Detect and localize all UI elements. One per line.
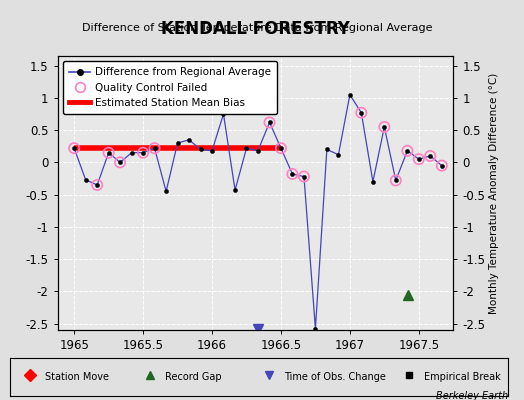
Point bbox=[288, 171, 297, 177]
Point bbox=[357, 110, 366, 116]
Point bbox=[414, 156, 423, 162]
Text: Berkeley Earth: Berkeley Earth bbox=[436, 391, 508, 400]
Y-axis label: Monthly Temperature Anomaly Difference (°C): Monthly Temperature Anomaly Difference (… bbox=[489, 72, 499, 314]
Legend: Difference from Regional Average, Quality Control Failed, Estimated Station Mean: Difference from Regional Average, Qualit… bbox=[63, 61, 277, 114]
Point bbox=[150, 145, 159, 151]
Point bbox=[300, 173, 308, 180]
Point bbox=[116, 159, 124, 166]
Text: Difference of Station Temperature Data from Regional Average: Difference of Station Temperature Data f… bbox=[82, 23, 432, 33]
Point bbox=[139, 150, 147, 156]
Point bbox=[438, 162, 446, 169]
Text: Empirical Break: Empirical Break bbox=[423, 372, 500, 382]
Title: KENDALL FORESTRY: KENDALL FORESTRY bbox=[161, 20, 350, 38]
Point bbox=[391, 177, 400, 184]
Text: Station Move: Station Move bbox=[46, 372, 110, 382]
Point bbox=[277, 145, 285, 151]
Point bbox=[426, 153, 434, 159]
Text: Record Gap: Record Gap bbox=[165, 372, 222, 382]
Point bbox=[70, 145, 79, 151]
Text: Time of Obs. Change: Time of Obs. Change bbox=[285, 372, 386, 382]
Point bbox=[265, 119, 274, 126]
Point bbox=[93, 182, 102, 188]
Point bbox=[380, 124, 388, 130]
Point bbox=[104, 150, 113, 156]
Point bbox=[403, 148, 411, 154]
